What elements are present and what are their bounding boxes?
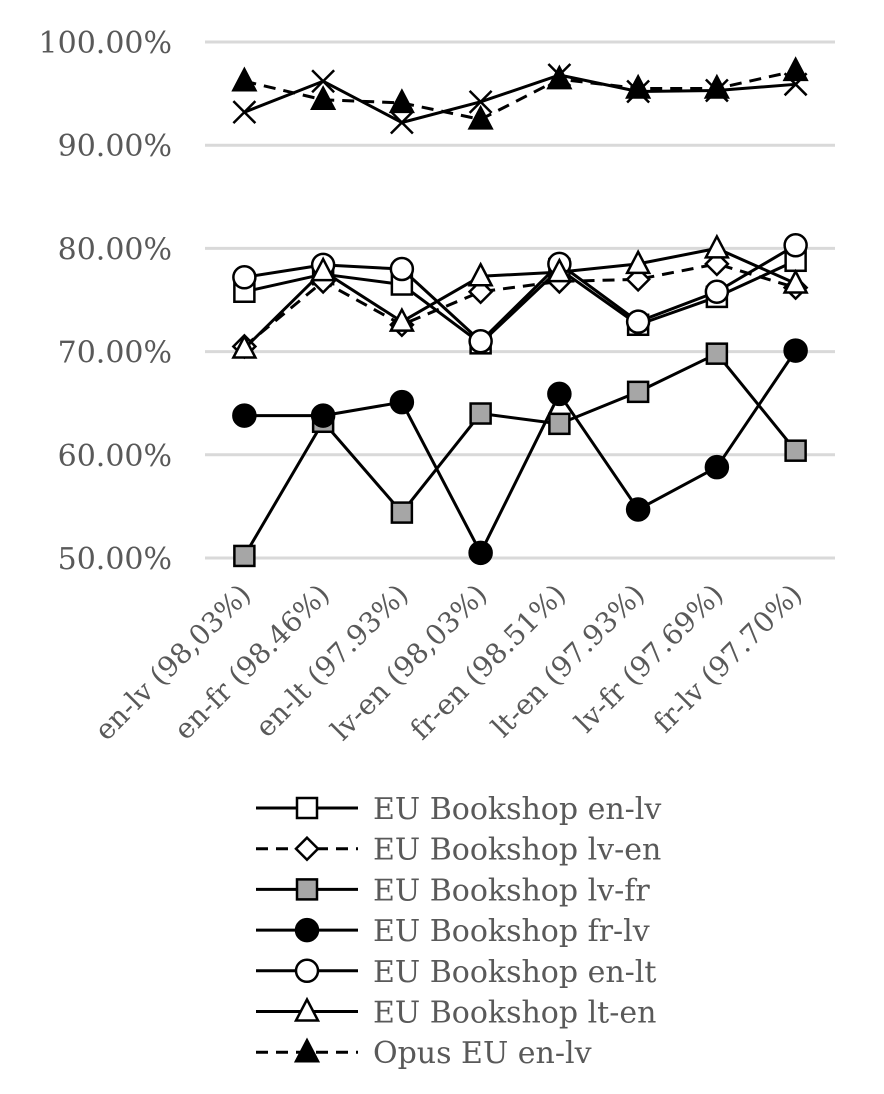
series-4 xyxy=(232,338,808,566)
data-point xyxy=(311,69,336,94)
data-point xyxy=(231,333,258,359)
legend-label: EU Bookshop lv-fr xyxy=(373,873,650,908)
legend-label: EU Bookshop lv-en xyxy=(373,833,661,868)
series-line xyxy=(243,246,797,350)
data-point xyxy=(469,402,492,425)
series-7 xyxy=(231,56,809,130)
data-point xyxy=(390,501,414,524)
data-point xyxy=(467,104,494,130)
series-line xyxy=(243,262,797,348)
y-tick-label: 60.00% xyxy=(58,439,172,474)
y-axis-tick-labels: 50.00% 60.00% 70.00% 80.00% 90.00% 100.00% xyxy=(39,26,172,577)
series-3 xyxy=(233,342,807,568)
data-point xyxy=(467,261,494,287)
series-lines xyxy=(231,56,809,568)
data-point xyxy=(388,306,415,332)
series-8 xyxy=(232,63,808,135)
data-point xyxy=(782,268,809,294)
legend-item: EU Bookshop lt-en xyxy=(256,996,656,1031)
data-point xyxy=(389,256,415,282)
legend-marker xyxy=(293,996,321,1022)
series-line xyxy=(244,349,797,555)
data-point xyxy=(784,439,807,462)
data-point xyxy=(468,89,493,114)
x-axis-tick-labels: en-lv (98,03%)en-fr (98.46%)en-lt (97.93… xyxy=(88,578,809,747)
y-tick-label: 90.00% xyxy=(58,129,172,164)
data-point xyxy=(468,540,493,566)
legend-marker xyxy=(294,917,320,943)
legend-marker xyxy=(295,796,319,820)
data-point xyxy=(704,279,730,304)
legend: EU Bookshop en-lv EU Bookshop lv-en EU Boo… xyxy=(256,792,661,1071)
legend-label: EU Bookshop en-lv xyxy=(373,792,661,827)
data-point xyxy=(389,110,414,135)
legend-label: EU Bookshop en-lt xyxy=(373,955,656,990)
data-point xyxy=(783,233,808,258)
data-point xyxy=(389,389,415,415)
series-line xyxy=(243,73,796,124)
data-point xyxy=(625,497,651,522)
data-point xyxy=(310,256,337,282)
data-point xyxy=(547,63,572,87)
series-line xyxy=(244,259,797,345)
legend-label: EU Bookshop fr-lv xyxy=(373,914,650,949)
legend-item: EU Bookshop lv-fr xyxy=(256,873,650,908)
data-point xyxy=(548,412,571,436)
data-point xyxy=(783,72,808,97)
series-6 xyxy=(231,233,809,359)
legend-marker xyxy=(294,835,320,862)
y-tick-label: 50.00% xyxy=(58,542,172,577)
y-tick-label: 70.00% xyxy=(58,336,172,371)
data-point xyxy=(625,309,651,334)
legend-marker xyxy=(295,878,319,901)
data-point xyxy=(233,544,256,568)
data-point xyxy=(468,329,493,354)
data-point xyxy=(626,79,651,104)
series-line xyxy=(244,244,797,343)
data-point xyxy=(705,342,729,365)
legend-marker xyxy=(294,958,320,984)
series-line xyxy=(244,69,796,121)
legend-item: EU Bookshop lv-en xyxy=(256,833,661,868)
data-point xyxy=(546,257,573,283)
data-point xyxy=(388,88,415,114)
data-point xyxy=(626,380,650,404)
data-point xyxy=(782,56,809,82)
legend-marker xyxy=(293,1037,321,1063)
y-tick-label: 100.00% xyxy=(39,26,172,61)
data-point xyxy=(310,403,336,428)
data-point xyxy=(703,233,730,259)
data-point xyxy=(703,73,730,99)
data-point xyxy=(232,265,257,290)
legend-item: EU Bookshop en-lv xyxy=(256,792,661,827)
legend-item: EU Bookshop fr-lv xyxy=(256,914,650,949)
data-point xyxy=(704,454,730,480)
data-point xyxy=(547,381,572,407)
gridlines xyxy=(205,40,835,560)
series-line xyxy=(243,352,797,557)
data-point xyxy=(704,78,729,103)
legend-label: EU Bookshop lt-en xyxy=(373,996,656,1031)
data-point xyxy=(232,100,257,125)
legend-item: Opus EU en-lv xyxy=(256,1036,592,1071)
legend-label: Opus EU en-lv xyxy=(373,1036,592,1071)
legend-item: EU Bookshop en-lt xyxy=(256,955,656,990)
data-point xyxy=(783,338,808,363)
y-tick-label: 80.00% xyxy=(58,232,172,267)
data-point xyxy=(310,85,337,111)
series-5 xyxy=(232,233,808,354)
data-point xyxy=(232,403,257,428)
data-point xyxy=(231,66,258,92)
data-point xyxy=(625,249,652,275)
